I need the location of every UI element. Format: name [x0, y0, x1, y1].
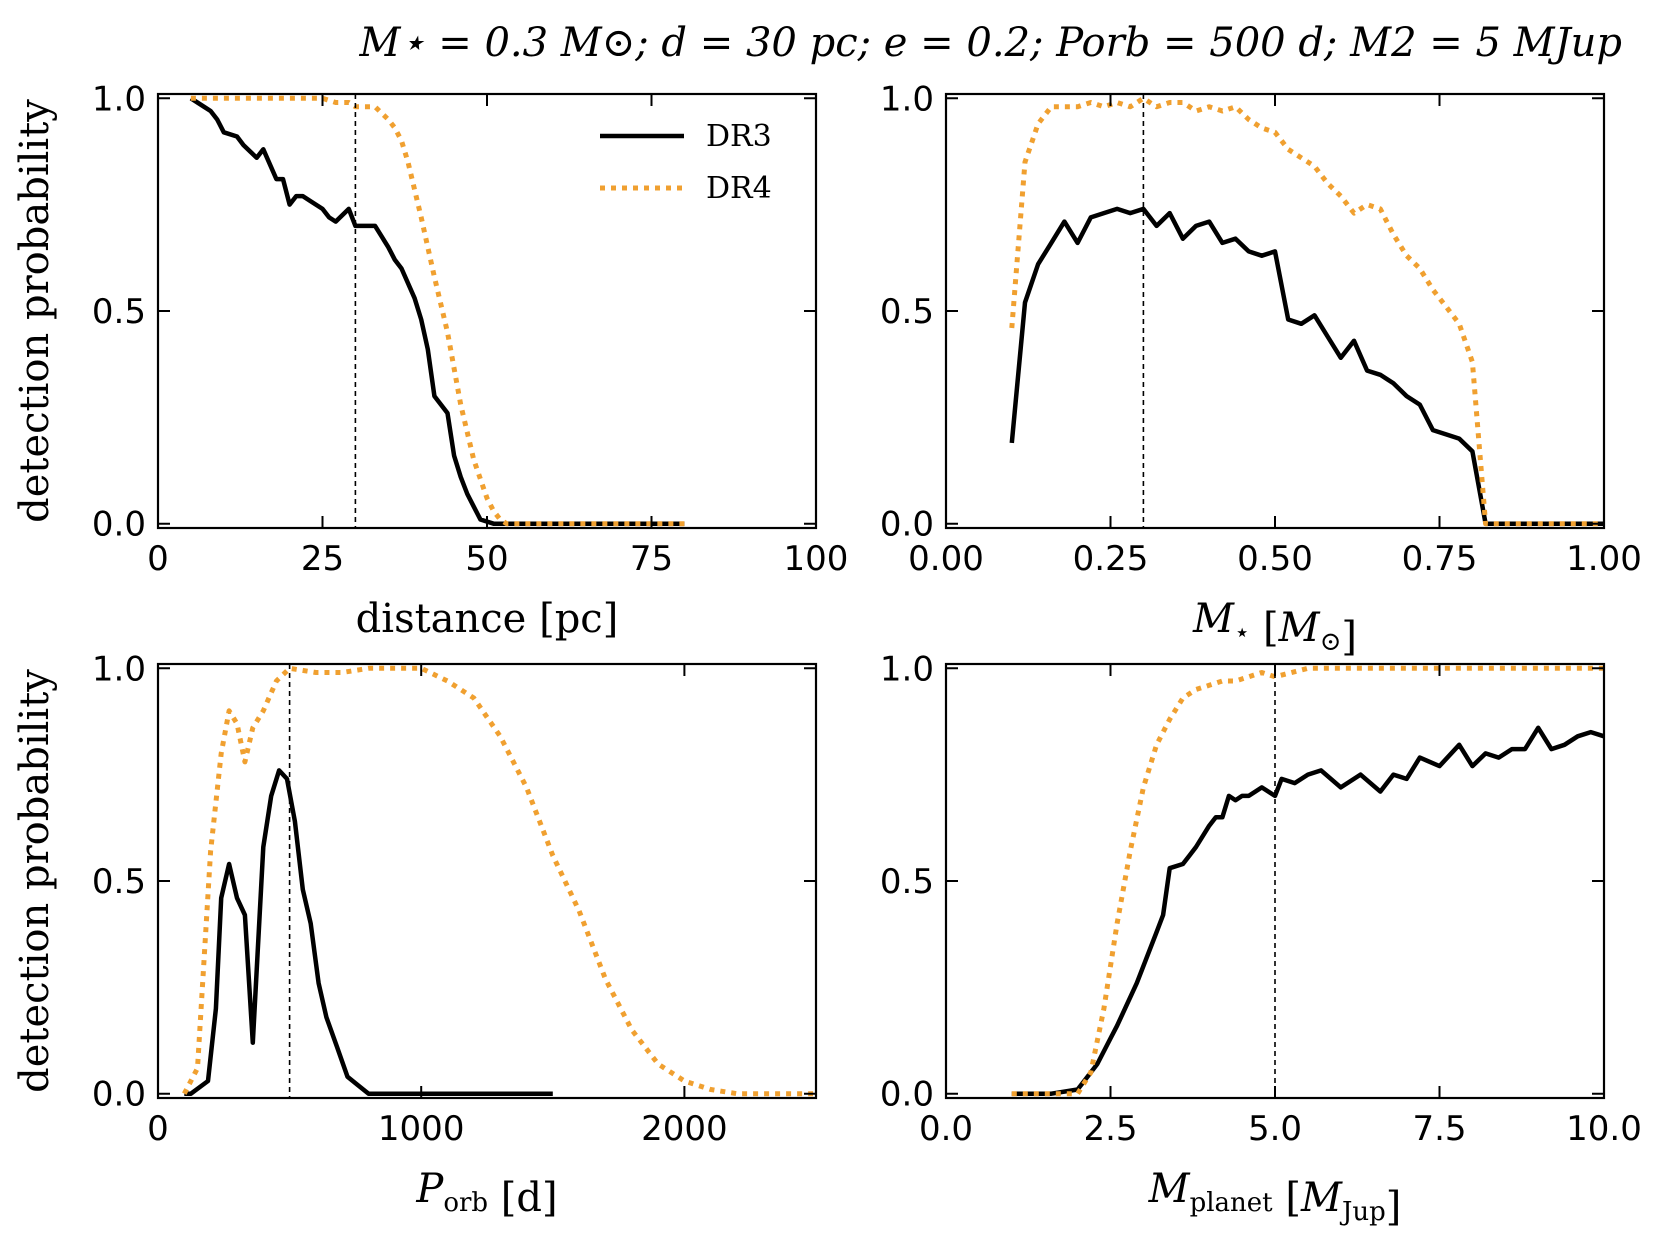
x-axis-label: distance [pc]: [356, 596, 619, 642]
x-tick-label: 100: [784, 539, 849, 579]
y-tick-label: 0.5: [92, 862, 146, 902]
series-line-dr4: [190, 95, 685, 527]
y-tick-label: 0.5: [92, 292, 146, 332]
x-tick-label: 1.00: [1566, 539, 1642, 579]
y-tick-label: 1.0: [92, 649, 146, 689]
panel-stellar-mass: 0.00 0.25 0.50 0.75 1.00 0.0 0.5 1.0 M⋆ [M⊙]: [880, 79, 1642, 660]
x-axis-label: M⋆ [M⊙]: [1192, 596, 1357, 660]
x-tick-label: 50: [465, 539, 508, 579]
x-tick-label: 10.0: [1566, 1109, 1642, 1149]
y-tick-label: 0.5: [880, 292, 934, 332]
x-axis-label: Mplanet [MJup]: [1148, 1166, 1402, 1230]
x-tick-label: 0.75: [1402, 539, 1478, 579]
y-axis-label: detection probability: [12, 669, 58, 1093]
y-tick-label: 1.0: [880, 79, 934, 119]
legend-label-dr3: DR3: [706, 119, 772, 154]
series-line-dr4: [1009, 95, 1604, 527]
panel-planet-mass: 0.0 2.5 5.0 7.5 10.0 0.0 0.5 1.0 Mplanet [MJup]: [880, 649, 1642, 1230]
y-tick-label: 1.0: [880, 649, 934, 689]
y-tick-label: 0.5: [880, 862, 934, 902]
x-axis-label: Porb [d]: [415, 1166, 557, 1221]
plot-frame: [156, 662, 818, 1100]
x-tick-label: 2.5: [1083, 1109, 1137, 1149]
x-tick-label: 0.25: [1073, 539, 1149, 579]
x-tick-label: 5.0: [1248, 1109, 1302, 1149]
y-tick-label: 0.0: [880, 505, 934, 545]
y-tick-label: 1.0: [92, 79, 146, 119]
x-tick-label: 0.0: [919, 1109, 973, 1149]
x-tick-label: 75: [630, 539, 673, 579]
x-tick-label: 0.50: [1237, 539, 1313, 579]
series-line-dr3: [184, 768, 553, 1096]
y-axis-label: detection probability: [12, 99, 58, 523]
series-line-dr4: [1011, 665, 1604, 1097]
x-tick-label: 0: [147, 1109, 169, 1149]
x-tick-label: 25: [301, 539, 344, 579]
x-tick-label: 0: [147, 539, 169, 579]
panel-orbital-period: 0 1000 2000 0.0 0.5 1.0 Porb [d] detection prob…: [12, 649, 818, 1221]
x-tick-label: 2000: [641, 1109, 728, 1149]
legend-label-dr4: DR4: [706, 171, 772, 206]
y-tick-label: 0.0: [880, 1075, 934, 1115]
y-tick-label: 0.0: [92, 1075, 146, 1115]
series-line-dr3: [189, 96, 685, 526]
plot-frame: [944, 92, 1606, 530]
figure-title-text: M⋆ = 0.3 M⊙; d = 30 pc; e = 0.2; Porb = …: [359, 20, 1623, 66]
series-line-dr3: [1011, 725, 1605, 1096]
series-line-dr4: [182, 665, 816, 1097]
figure-title: M⋆ = 0.3 M⊙; d = 30 pc; e = 0.2; Porb = …: [359, 20, 1623, 66]
y-tick-label: 0.0: [92, 505, 146, 545]
x-tick-label: 0.00: [908, 539, 984, 579]
x-tick-label: 1000: [378, 1109, 465, 1149]
x-tick-label: 7.5: [1412, 1109, 1466, 1149]
series-line-dr3: [1009, 206, 1604, 526]
panel-distance: 0 25 50 75 100 0.0 0.5 1.0 distance [pc] detectio…: [12, 79, 848, 642]
